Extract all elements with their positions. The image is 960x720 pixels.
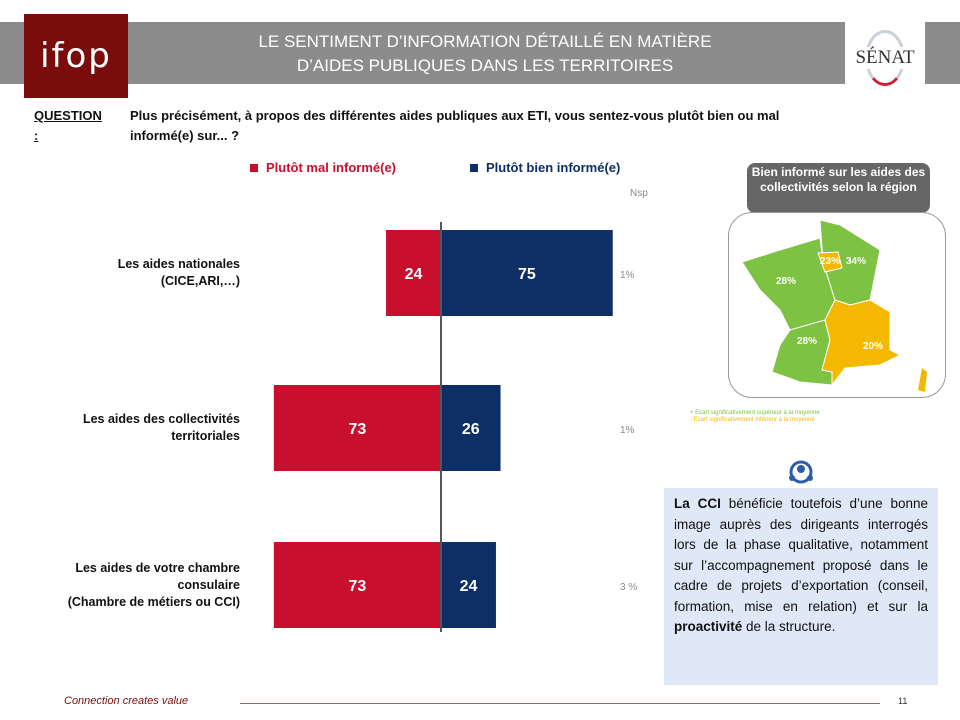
people-icon [789,460,813,484]
bar-label-bien: 26 [462,421,480,438]
senat-logo: SÉNAT [845,18,925,98]
category-label: Les aides de votre chambre consulaire (Cha… [0,560,240,611]
legend-label: Plutôt bien informé(e) [486,160,621,175]
note-text: de la structure. [742,619,836,634]
category-label-line: Les aides de votre chambre [75,560,240,575]
map-label: 23% [820,256,840,267]
page-number: 11 [898,696,908,706]
cci-note: La CCI bénéficie toutefois d’une bonne i… [664,488,938,685]
map-region-southwest [771,319,833,386]
footer-divider [240,703,880,704]
senat-logo-text: SÉNAT [855,47,915,69]
nsp-value: 1% [620,425,635,436]
category-label-line: (CICE,ARI,…) [160,274,240,288]
question-label: QUESTION : [34,108,102,143]
map-label: 20% [863,341,883,352]
bar-bien [441,542,496,628]
legend-item-mal: Plutôt mal informé(e) [250,160,396,175]
question-text: Plus précisément, à propos des différent… [130,108,780,143]
map-region-southeast [821,299,902,387]
category-label: Les aides nationales (CICE,ARI,…) [0,256,240,290]
map-frame [728,212,946,398]
category-label-line: Les aides des collectivités [82,412,240,426]
map-label: 34% [846,256,866,267]
nsp-value: 3 % [620,582,638,593]
map-region-idf [817,251,843,273]
ifop-logo: ifop [24,14,128,98]
bar-mal [273,542,441,628]
legend-item-bien: Plutôt bien informé(e) [470,160,620,175]
category-label-line: (Chambre de métiers ou CCI) [67,594,240,609]
note-bold: proactivité [674,619,743,634]
map-region-corsica [918,368,927,392]
bar-label-mal: 73 [349,578,367,595]
title-line: LE SENTIMENT D’INFORMATION DÉTAILLÉ EN M… [258,32,712,51]
bar-label-bien: 75 [518,266,536,283]
bar-mal [273,385,441,471]
title-line: D’AIDES PUBLIQUES DANS LES TERRITOIRES [296,56,674,75]
bar-label-bien: 24 [460,578,478,595]
map-legend-above: + Ecart significativement supérieur à la… [690,410,820,416]
map-title: Bien informé sur les aides des collectiv… [747,163,930,213]
category-label-line: consulaire [177,577,240,592]
bar-bien [441,385,501,471]
page-title: LE SENTIMENT D’INFORMATION DÉTAILLÉ EN M… [140,30,830,78]
bar-label-mal: 73 [349,421,367,438]
bar-bien [441,230,613,316]
nsp-value: 1% [620,270,635,281]
header-bar [0,22,960,84]
note-text: bénéficie toutefois d’une bonne image au… [674,496,928,614]
map-label: 28% [797,336,817,347]
category-label-line: Les aides nationales [117,257,240,271]
footer-tagline: Connection creates value [64,695,189,707]
category-label: Les aides des collectivités territoriales [0,411,240,445]
bar-mal [386,230,441,316]
nsp-header: Nsp [630,188,648,199]
map-label: 28% [776,276,796,287]
note-bold: La CCI [674,496,721,511]
legend-label: Plutôt mal informé(e) [266,160,397,175]
map-legend-below: - Ecart significativement inférieur à la… [690,417,815,423]
bar-label-mal: 24 [405,266,423,283]
category-label-line: territoriales [171,429,240,443]
